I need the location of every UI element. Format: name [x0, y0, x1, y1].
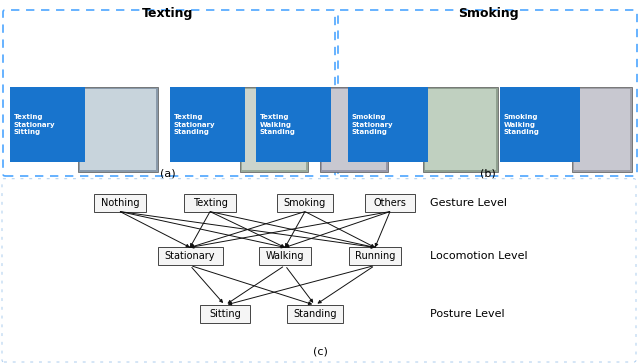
Bar [348, 87, 428, 162]
Bar [320, 87, 388, 172]
Text: (b): (b) [480, 169, 496, 179]
Text: Texting: Texting [142, 7, 194, 20]
Bar [94, 194, 146, 211]
Bar [200, 305, 250, 323]
Text: Walking: Walking [266, 252, 304, 261]
Text: Posture Level: Posture Level [430, 309, 504, 319]
Text: Nothing: Nothing [100, 198, 140, 207]
Text: Texting
Walking
Standing: Texting Walking Standing [260, 114, 296, 135]
Bar [184, 194, 236, 211]
Bar [256, 87, 331, 162]
Text: Gesture Level: Gesture Level [430, 198, 507, 207]
Bar [80, 89, 156, 170]
Text: Smoking
Stationary
Standing: Smoking Stationary Standing [352, 114, 394, 135]
Bar [78, 87, 158, 172]
Text: Texting
Stationary
Sitting: Texting Stationary Sitting [14, 114, 56, 135]
Bar [259, 248, 311, 265]
Text: (a): (a) [160, 169, 176, 179]
Text: Smoking: Smoking [284, 198, 326, 207]
Bar [322, 89, 386, 170]
Bar [170, 87, 245, 162]
Bar [500, 87, 580, 162]
Text: Texting: Texting [193, 198, 227, 207]
Bar [572, 87, 632, 172]
Bar [349, 248, 401, 265]
Bar [287, 305, 343, 323]
Text: Others: Others [374, 198, 406, 207]
Bar [365, 194, 415, 211]
Bar [574, 89, 630, 170]
Text: Sitting: Sitting [209, 309, 241, 319]
Text: Stationary: Stationary [164, 252, 215, 261]
Bar [10, 87, 85, 162]
Bar [277, 194, 333, 211]
Text: Smoking: Smoking [458, 7, 518, 20]
Text: Texting
Stationary
Standing: Texting Stationary Standing [174, 114, 216, 135]
Text: Smoking
Walking
Standing: Smoking Walking Standing [504, 114, 540, 135]
Bar [240, 87, 308, 172]
Bar [423, 87, 498, 172]
Bar [425, 89, 496, 170]
Bar [157, 248, 223, 265]
Text: Running: Running [355, 252, 395, 261]
Text: Standing: Standing [293, 309, 337, 319]
Bar [242, 89, 306, 170]
Text: Locomotion Level: Locomotion Level [430, 252, 527, 261]
Text: (c): (c) [312, 346, 328, 356]
